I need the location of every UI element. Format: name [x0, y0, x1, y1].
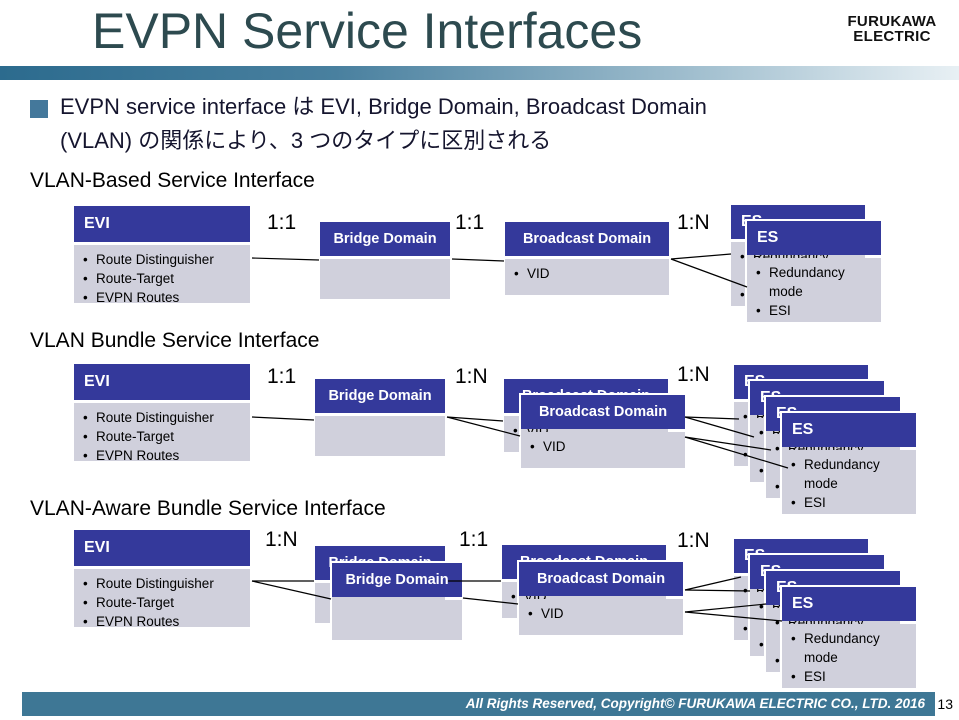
relation-label: 1:N	[455, 365, 488, 388]
bridge-domain-box-body	[315, 416, 445, 456]
es-attribute: Redundancy mode	[791, 455, 914, 493]
es-attribute: Redundancy mode	[756, 263, 879, 301]
relation-label: 1:N	[677, 363, 710, 386]
es-box-header: ES	[782, 413, 916, 447]
relation-label: 1:1	[455, 211, 485, 234]
page-number: 13	[937, 696, 953, 712]
broadcast-attribute: VID	[514, 264, 667, 283]
relation-label: 1:N	[265, 528, 298, 551]
evi-attribute: Route-Target	[83, 593, 248, 612]
bridge-domain-box-body	[320, 259, 450, 299]
page-title: EVPN Service Interfaces	[92, 3, 643, 59]
es-box: ES Redundancy mode ESI	[780, 411, 918, 516]
bridge-domain-box-header: Bridge Domain	[315, 379, 445, 413]
es-box-body: Redundancy mode ESI	[782, 624, 916, 688]
evi-attribute: Route-Target	[83, 427, 248, 446]
broadcast-domain-box: Broadcast Domain VID	[517, 560, 685, 637]
evi-attribute: Route Distinguisher	[83, 574, 248, 593]
footer-bar: All Rights Reserved, Copyright© FURUKAWA…	[22, 692, 935, 716]
es-box-header: ES	[747, 221, 881, 255]
es-attribute-list: Redundancy mode ESI	[782, 450, 916, 512]
es-attribute-list: Redundancy mode ESI	[747, 258, 881, 320]
relation-label: 1:N	[677, 529, 710, 552]
bridge-domain-box: Bridge Domain	[330, 561, 464, 642]
es-attribute-list: Redundancy mode ESI	[782, 624, 916, 686]
evi-attribute-list: Route Distinguisher Route-Target EVPN Ro…	[74, 245, 250, 307]
es-box-header: ES	[782, 587, 916, 621]
evi-box-header: EVI	[74, 364, 250, 400]
es-attribute: ESI	[756, 301, 879, 320]
evi-attribute: Route-Target	[83, 269, 248, 288]
logo-line-2: ELECTRIC	[853, 28, 931, 45]
relation-label: 1:1	[267, 365, 297, 388]
broadcast-domain-box-header: Broadcast Domain	[505, 222, 669, 256]
es-attribute: ESI	[791, 667, 914, 686]
evi-box: EVI Route Distinguisher Route-Target EVP…	[72, 362, 252, 465]
section-label: VLAN-Aware Bundle Service Interface	[30, 497, 386, 520]
relation-label: 1:1	[459, 528, 489, 551]
intro-line-1: EVPN service interface は EVI, Bridge Dom…	[60, 94, 707, 119]
broadcast-domain-box-body: VID	[521, 432, 685, 468]
es-box-body: Redundancy mode ESI	[782, 450, 916, 514]
relation-label: 1:N	[677, 211, 710, 234]
evi-box-header: EVI	[74, 206, 250, 242]
bridge-domain-box-header: Bridge Domain	[320, 222, 450, 256]
broadcast-domain-box: Broadcast Domain VID	[519, 393, 687, 470]
evi-box: EVI Route Distinguisher Route-Target EVP…	[72, 528, 252, 631]
bridge-domain-box-header: Bridge Domain	[332, 563, 462, 597]
evi-attribute: Route Distinguisher	[83, 408, 248, 427]
logo-line-1: FURUKAWA	[847, 13, 937, 30]
broadcast-domain-box-header: Broadcast Domain	[519, 562, 683, 596]
broadcast-domain-box-body: VID	[519, 599, 683, 635]
section-label: VLAN Bundle Service Interface	[30, 329, 320, 352]
intro-bullet-text: EVPN service interface は EVI, Bridge Dom…	[60, 90, 707, 158]
broadcast-domain-box-body: VID	[505, 259, 669, 295]
evi-attribute-list: Route Distinguisher Route-Target EVPN Ro…	[74, 569, 250, 631]
bridge-domain-box: Bridge Domain	[318, 220, 452, 301]
evi-box-body: Route Distinguisher Route-Target EVPN Ro…	[74, 569, 250, 631]
evi-attribute-list: Route Distinguisher Route-Target EVPN Ro…	[74, 403, 250, 465]
evi-attribute: Route Distinguisher	[83, 250, 248, 269]
es-box: ES Redundancy mode ESI	[745, 219, 883, 324]
evi-box-body: Route Distinguisher Route-Target EVPN Ro…	[74, 403, 250, 465]
broadcast-domain-box-header: Broadcast Domain	[521, 395, 685, 429]
broadcast-attribute: VID	[528, 604, 681, 623]
title-divider-bar	[0, 66, 959, 80]
furukawa-electric-logo: FURUKAWA ELECTRIC	[837, 14, 947, 44]
broadcast-attribute-list: VID	[521, 432, 685, 456]
evi-attribute: EVPN Routes	[83, 288, 248, 307]
evi-attribute: EVPN Routes	[83, 612, 248, 631]
broadcast-attribute: VID	[530, 437, 683, 456]
intro-line-2: (VLAN) の関係により、3 つのタイプに区別される	[60, 128, 552, 153]
broadcast-domain-box: Broadcast Domain VID	[503, 220, 671, 297]
bridge-domain-box-body	[332, 600, 462, 640]
evi-attribute: EVPN Routes	[83, 446, 248, 465]
es-box-body: Redundancy mode ESI	[747, 258, 881, 322]
es-attribute: Redundancy mode	[791, 629, 914, 667]
section-label: VLAN-Based Service Interface	[30, 169, 315, 192]
broadcast-attribute-list: VID	[505, 259, 669, 283]
broadcast-attribute-list: VID	[519, 599, 683, 623]
evi-box-body: Route Distinguisher Route-Target EVPN Ro…	[74, 245, 250, 307]
copyright-text: All Rights Reserved, Copyright© FURUKAWA…	[465, 696, 925, 711]
es-attribute: ESI	[791, 493, 914, 512]
es-box: ES Redundancy mode ESI	[780, 585, 918, 690]
bullet-square-icon	[30, 100, 48, 118]
evi-box-header: EVI	[74, 530, 250, 566]
evi-box: EVI Route Distinguisher Route-Target EVP…	[72, 204, 252, 307]
bridge-domain-box: Bridge Domain	[313, 377, 447, 458]
relation-label: 1:1	[267, 211, 297, 234]
